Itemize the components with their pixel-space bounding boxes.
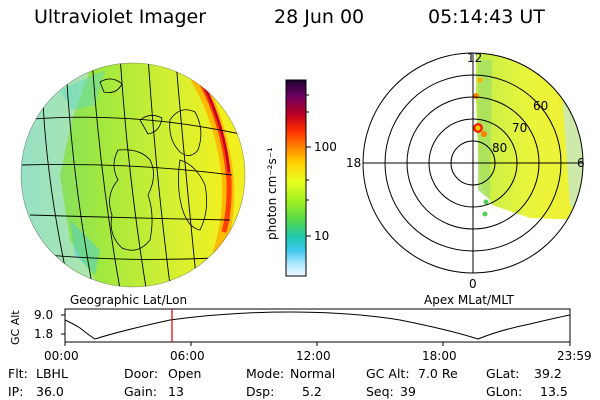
filter-label: Flt: [8,366,28,381]
altitude-ylabel: GC Alt [9,310,22,345]
altitude-plot-frame [64,308,571,343]
glat-label: GLat: [486,366,520,381]
coastlines [99,78,208,251]
gc-alt-value: 7.0 Re [418,366,458,381]
dsp-value: 5.2 [302,384,322,399]
mode-label: Mode: [246,366,285,381]
gc-alt-label: GC Alt: [366,366,410,381]
dsp-label: Dsp: [246,384,275,399]
colorbar-label: photon cm⁻²s⁻¹ [265,147,279,240]
polar-grid [362,52,584,274]
time-tick-1200: 12:00 [296,349,331,363]
earth-image-panel [20,62,246,288]
polar-plot-panel: 12 18 6 0 60 70 80 [346,51,585,291]
altitude-plot: GC Alt 9.0 1.8 00:00 06:00 12:00 18:00 2… [9,308,592,363]
instrument-title: Ultraviolet Imager [34,6,207,28]
mlt-label-18: 18 [346,156,361,170]
ip-label: IP: [8,384,24,399]
earth-disk [21,63,245,287]
colorbar: 100 10 photon cm⁻²s⁻¹ [265,79,337,277]
seq-value: 39 [400,384,416,399]
mlat-label-80: 80 [492,141,507,155]
door-value: Open [168,366,202,381]
glat-value: 39.2 [534,366,562,381]
time-tick-1800: 18:00 [422,349,457,363]
mlt-label-6: 6 [577,156,585,170]
filter-value: LBHL [36,366,68,381]
gain-value: 13 [168,384,184,399]
altitude-ytick-9: 9.0 [34,308,53,322]
colorbar-tick-10: 10 [314,229,329,243]
mode-value: Normal [290,366,336,381]
door-label: Door: [124,366,159,381]
mlat-label-70: 70 [512,121,527,135]
time-tick-2359: 23:59 [557,349,592,363]
time-tick-0600: 06:00 [170,349,205,363]
time-tick-0000: 00:00 [44,349,79,363]
gain-label: Gain: [124,384,157,399]
mlt-label-0: 0 [469,277,477,291]
seq-label: Seq: [366,384,394,399]
glon-label: GLon: [486,384,523,399]
altitude-curve [64,311,571,340]
colorbar-gradient [285,79,307,277]
image-date: 28 Jun 00 [274,6,365,28]
mlat-label-60: 60 [533,99,548,113]
apex-caption: Apex MLat/MLT [424,293,514,307]
ip-value: 36.0 [36,384,64,399]
glon-value: 13.5 [540,384,568,399]
image-time: 05:14:43 UT [428,6,545,28]
geographic-caption: Geographic Lat/Lon [70,293,187,307]
mlt-label-12: 12 [467,51,482,65]
altitude-ytick-1-8: 1.8 [34,327,53,341]
colorbar-tick-100: 100 [314,140,337,154]
